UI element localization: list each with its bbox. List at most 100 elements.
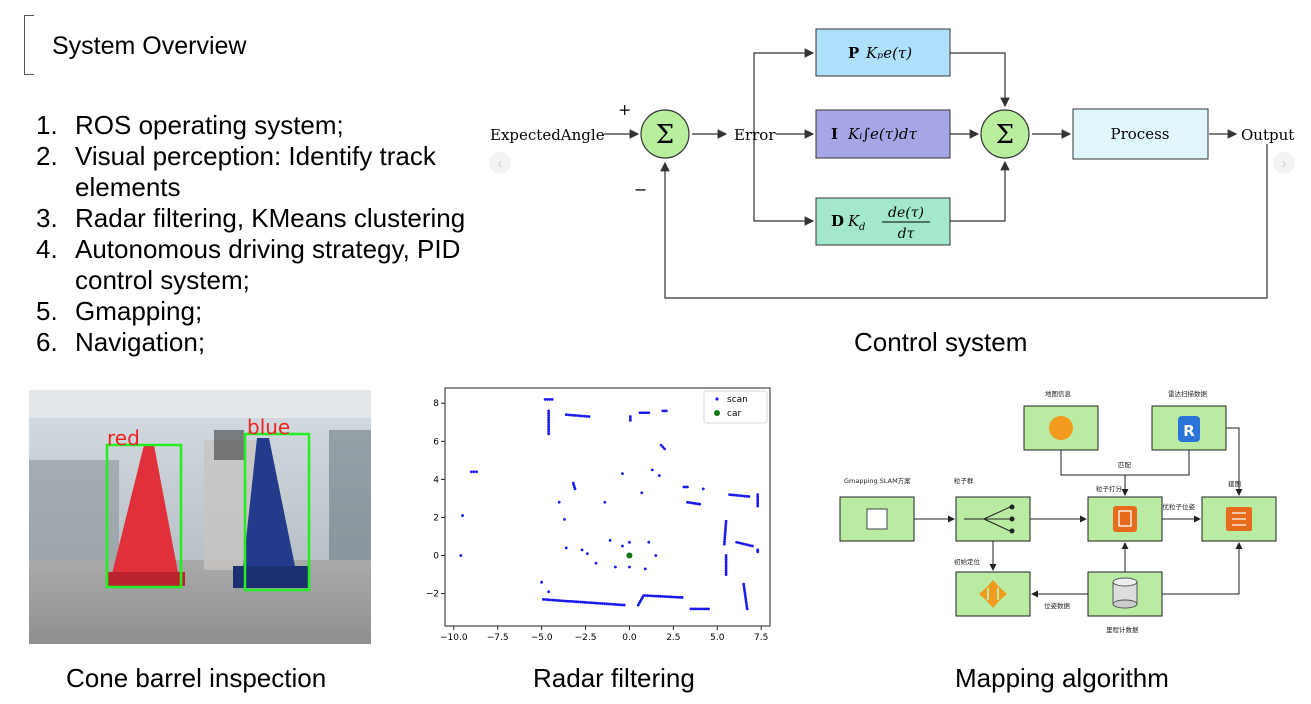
sigma-symbol: Σ xyxy=(656,120,674,150)
blue-bounding-box xyxy=(243,432,311,592)
scan-point xyxy=(628,565,631,569)
scan-point xyxy=(747,495,751,498)
scan-point xyxy=(559,599,563,603)
scan-point xyxy=(701,487,705,491)
scan-point xyxy=(756,493,760,497)
legend-car-marker xyxy=(714,410,720,416)
scan-point xyxy=(541,597,545,601)
scan-point xyxy=(654,594,658,598)
scan-point xyxy=(739,541,743,545)
scan-point xyxy=(587,415,591,418)
scan-point xyxy=(723,529,727,532)
scan-point xyxy=(696,607,699,611)
scan-point xyxy=(605,602,609,606)
chevron-right-icon[interactable]: › xyxy=(1273,152,1295,174)
square-icon xyxy=(866,508,888,530)
scan-point xyxy=(745,607,749,611)
scan-point xyxy=(646,594,649,598)
scan-point xyxy=(688,501,691,504)
scan-point xyxy=(614,565,617,569)
svg-text:R: R xyxy=(1183,422,1195,440)
scan-point xyxy=(735,540,739,544)
scan-point xyxy=(650,468,654,472)
scan-point xyxy=(543,398,547,401)
scan-point xyxy=(568,599,572,603)
chevron-left-icon[interactable]: ‹ xyxy=(489,152,511,174)
scan-point xyxy=(723,540,726,544)
scan-point xyxy=(547,425,551,429)
scan-point xyxy=(616,603,620,606)
scan-point xyxy=(746,543,750,547)
error-label: Error xyxy=(734,126,776,144)
scan-point xyxy=(663,595,667,598)
list-number: 6. xyxy=(36,327,58,357)
scan-point xyxy=(751,544,754,548)
scan-point xyxy=(562,599,565,603)
scan-point xyxy=(674,595,678,599)
y-tick-label: 2 xyxy=(433,513,439,523)
scan-point xyxy=(611,602,615,606)
list-number: 5. xyxy=(36,296,58,326)
scan-point xyxy=(563,517,566,521)
cone-detection-photo: red blue xyxy=(29,390,371,644)
summing-junction-2 xyxy=(980,109,1030,159)
scan-point xyxy=(744,600,748,604)
scan-point xyxy=(590,601,593,605)
cylinder-icon xyxy=(1112,577,1138,609)
scan-point xyxy=(672,595,675,599)
d-k: K xyxy=(847,212,860,230)
scan-point xyxy=(707,607,710,611)
scan-point xyxy=(647,540,651,544)
scan-point xyxy=(580,548,584,552)
scan-point xyxy=(642,411,646,415)
x-tick-label: −5.0 xyxy=(531,633,553,643)
p-block xyxy=(815,28,951,77)
process-block xyxy=(1072,108,1209,160)
scan-point xyxy=(622,603,626,607)
scan-point xyxy=(547,432,551,436)
list-text: Gmapping; xyxy=(75,296,203,326)
scan-point xyxy=(741,494,744,498)
scan-point xyxy=(728,493,731,497)
scan-point xyxy=(540,580,544,584)
caption-radar-filtering: Radar filtering xyxy=(533,663,695,693)
scan-point xyxy=(607,602,611,606)
minus-sign: − xyxy=(634,180,647,199)
scan-point xyxy=(741,542,745,546)
scan-point xyxy=(722,542,726,546)
list-text: Visual perception: Identify track elemen… xyxy=(75,141,436,202)
scan-point xyxy=(724,562,728,566)
scan-point xyxy=(564,413,568,417)
scan-point xyxy=(638,411,642,415)
scan-point xyxy=(659,594,662,598)
d-numerator: de(τ) xyxy=(888,205,924,221)
scan-point xyxy=(756,504,760,508)
d-k-sub: d xyxy=(859,222,865,233)
scan-point xyxy=(598,601,602,605)
scan-point xyxy=(732,493,736,497)
scan-point xyxy=(621,472,624,476)
list-number: 4. xyxy=(36,234,58,264)
pid-input-label: ExpectedAngle xyxy=(490,126,605,144)
scan-point xyxy=(594,601,598,605)
list-item: 1. ROS operating system; xyxy=(36,110,506,141)
scan-point xyxy=(743,591,747,595)
scan-point xyxy=(736,494,740,497)
caption-mapping-algorithm: Mapping algorithm xyxy=(955,663,1169,693)
label-radar-data: 雷达扫描数据 xyxy=(1168,389,1208,398)
scan-point xyxy=(461,514,464,517)
scan-point xyxy=(547,590,551,594)
scan-point xyxy=(583,414,586,418)
scan-point xyxy=(564,546,568,550)
list-text: Radar filtering, KMeans clustering xyxy=(75,203,466,233)
scan-point xyxy=(723,538,727,541)
scan-point xyxy=(547,416,551,420)
scan-point xyxy=(689,607,693,611)
scan-point xyxy=(742,582,746,586)
slide-title: System Overview xyxy=(52,32,247,60)
legend: scan car xyxy=(703,390,768,424)
d-letter: D xyxy=(831,212,844,230)
label-best-pose: 最优粒子位姿 xyxy=(1156,502,1196,511)
scan-point xyxy=(548,398,552,401)
list-item: 3. Radar filtering, KMeans clustering xyxy=(36,203,506,234)
